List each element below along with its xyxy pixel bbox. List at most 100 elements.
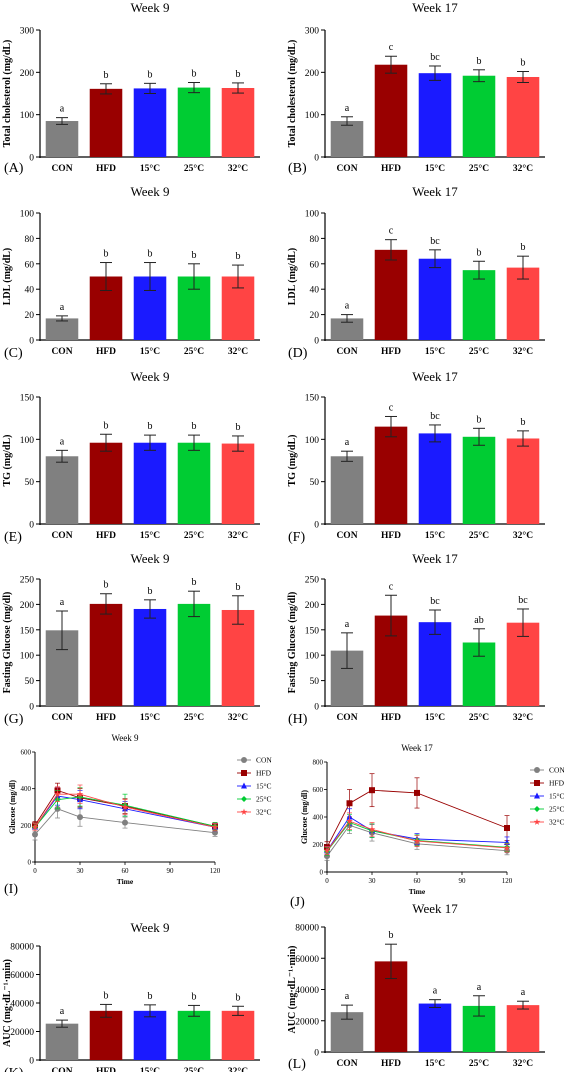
bar (418, 258, 452, 340)
bar (45, 121, 79, 157)
bar (89, 442, 123, 524)
y-tick-label: 50 (25, 677, 35, 687)
x-tick-label: 0 (325, 877, 329, 885)
significance-letter: b (236, 582, 241, 593)
panel-label: (C) (4, 346, 23, 361)
bar (462, 75, 496, 157)
significance-letter: a (433, 986, 438, 997)
y-axis-label: Fasting Glucose (mg/dl) (2, 592, 13, 694)
panel-l: Week 17 AUC (mg·dL⁻¹·min) 0 20000 40000 60000… (287, 901, 545, 1072)
legend-label: CON (256, 756, 272, 765)
category-label: CON (336, 713, 357, 723)
y-tick-label: 60 (25, 260, 35, 270)
bar (374, 426, 408, 524)
significance-letter: bc (430, 596, 440, 607)
panel-title: Week 17 (412, 0, 458, 15)
x-axis-label: Time (409, 887, 426, 896)
data-point (503, 844, 511, 851)
y-tick-label: 250 (305, 576, 320, 586)
y-tick-label: 0 (314, 1049, 319, 1059)
category-label: CON (51, 1067, 72, 1072)
y-tick-label: 0 (29, 154, 34, 164)
significance-letter: bc (518, 595, 528, 606)
category-label: 15°C (425, 346, 445, 357)
bar (89, 603, 123, 706)
bar (374, 249, 408, 340)
data-point (241, 770, 247, 776)
panel-i: Week 9 Glucose (mg/dl) Time 0 200 400 600 0 30 60… (4, 733, 272, 897)
category-label: 15°C (425, 1058, 445, 1069)
category-label: HFD (381, 347, 401, 357)
bar (45, 1023, 79, 1060)
panel-title: Week 9 (130, 184, 169, 199)
bar (89, 1010, 123, 1060)
category-label: HFD (96, 164, 116, 174)
panel-h: Week 17 Fasting Glucose (mg/dl) 0 50 100 150 2… (287, 551, 545, 727)
category-label: 15°C (425, 530, 445, 541)
significance-letter: b (192, 250, 197, 261)
y-tick-label: 80000 (295, 924, 319, 934)
y-tick-label: 150 (305, 626, 320, 636)
y-tick-label: 200 (20, 69, 35, 79)
y-tick-label: 0 (314, 703, 319, 713)
category-label: 32°C (228, 163, 248, 174)
category-label: 15°C (140, 346, 160, 357)
significance-letter: bc (430, 236, 440, 247)
data-point (241, 796, 247, 802)
category-label: 32°C (228, 1066, 248, 1072)
x-tick-label: 30 (369, 877, 377, 885)
significance-letter: a (60, 104, 65, 115)
x-tick-label: 90 (459, 877, 467, 885)
category-label: 32°C (513, 530, 533, 541)
significance-letter: b (148, 991, 153, 1002)
category-label: CON (51, 531, 72, 541)
bar (506, 1005, 540, 1052)
panel-g: Week 9 Fasting Glucose (mg/dl) 0 50 100 150 20… (2, 551, 260, 727)
y-tick-label: 0 (314, 154, 319, 164)
bar (418, 433, 452, 524)
data-point (534, 806, 540, 812)
panel-c: Week 9 LDL (mg/dL) 0 20 40 60 80 100 a CON b HFD b 15… (2, 184, 260, 361)
x-tick-label: 90 (167, 867, 175, 875)
y-tick-label: 60000 (10, 971, 34, 981)
bar (418, 1003, 452, 1052)
category-label: 32°C (513, 346, 533, 357)
bar (330, 318, 364, 340)
bar (221, 1010, 255, 1060)
category-label: 32°C (513, 163, 533, 174)
bar (418, 73, 452, 157)
category-label: HFD (381, 1059, 401, 1069)
panel-a: Week 9 Total cholesterol (mg/dL) 0 100 200 30… (2, 0, 260, 176)
panel-d: Week 17 LDL (mg/dL) 0 20 40 60 80 100 a CON c HFD bc… (287, 184, 545, 361)
panel-label: (G) (4, 712, 24, 727)
data-point (211, 823, 219, 830)
category-label: 25°C (184, 712, 204, 723)
significance-letter: b (236, 992, 241, 1003)
bar (221, 87, 255, 157)
significance-letter: a (345, 991, 350, 1002)
data-point (121, 803, 129, 810)
y-axis-label: TG (mg/dL) (287, 435, 298, 487)
significance-letter: b (104, 990, 109, 1001)
panel-label: (K) (4, 1066, 24, 1072)
data-point (346, 817, 353, 824)
bar (506, 438, 540, 524)
legend-label: CON (549, 766, 564, 775)
y-tick-label: 800 (313, 759, 324, 767)
y-tick-label: 600 (313, 786, 324, 794)
bar (177, 442, 211, 524)
y-tick-label: 20000 (295, 1017, 319, 1027)
y-tick-label: 200 (21, 822, 32, 830)
x-tick-label: 30 (77, 867, 85, 875)
y-tick-label: 100 (20, 111, 35, 121)
x-axis-label: Time (117, 877, 134, 886)
y-tick-label: 80 (25, 235, 35, 245)
bar (177, 1010, 211, 1060)
category-label: HFD (381, 164, 401, 174)
category-label: 25°C (184, 530, 204, 541)
significance-letter: b (192, 991, 197, 1002)
panel-title: Week 17 (412, 551, 458, 566)
legend-label: 25°C (256, 795, 272, 804)
category-label: CON (51, 713, 72, 723)
